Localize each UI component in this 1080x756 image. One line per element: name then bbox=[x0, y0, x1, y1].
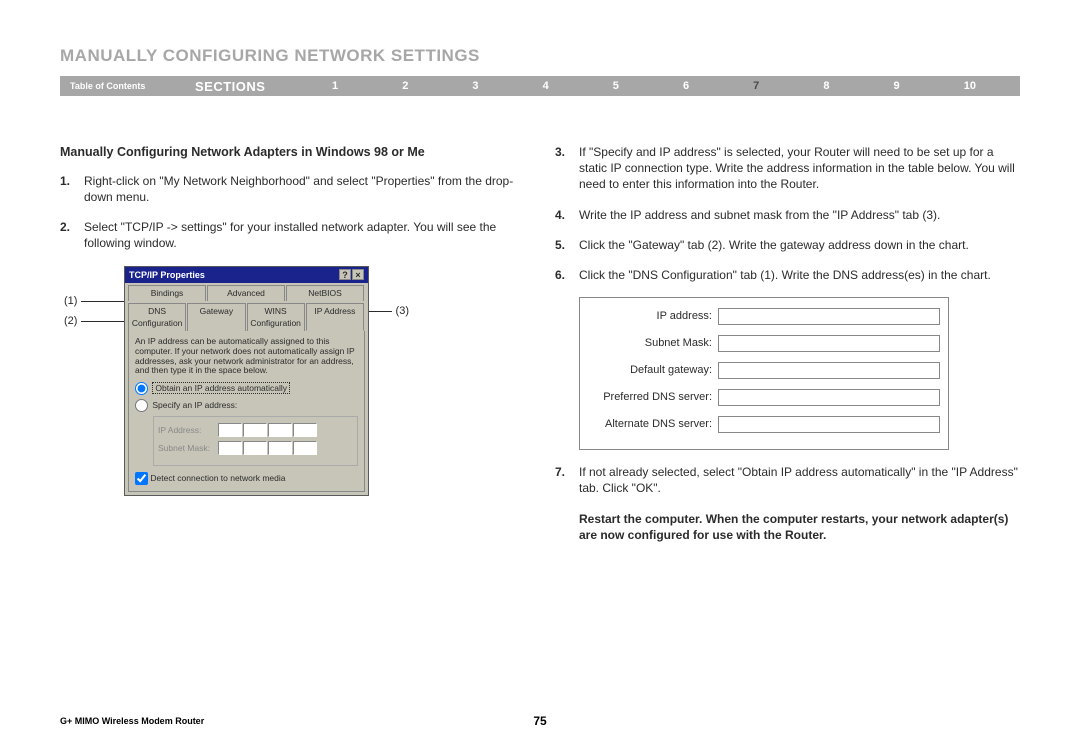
nav-section-1[interactable]: 1 bbox=[332, 80, 338, 92]
subnet-mask-input[interactable] bbox=[718, 335, 940, 352]
callout-2: (2) bbox=[64, 314, 77, 329]
ip-address-input[interactable] bbox=[718, 308, 940, 325]
callout-3: (3) bbox=[396, 304, 409, 319]
ip-octet[interactable] bbox=[293, 423, 317, 437]
callouts-right: (3) bbox=[369, 266, 409, 319]
nav-toc-link[interactable]: Table of Contents bbox=[60, 81, 195, 91]
step-3: 3. If "Specify and IP address" is select… bbox=[555, 144, 1020, 193]
tab-wins[interactable]: WINS Configuration bbox=[247, 303, 305, 331]
step-text: Right-click on "My Network Neighborhood"… bbox=[84, 173, 525, 205]
ip-octet[interactable] bbox=[268, 423, 292, 437]
right-column: 3. If "Specify and IP address" is select… bbox=[555, 144, 1020, 543]
radio-specify-input[interactable] bbox=[135, 399, 148, 412]
ip-octet[interactable] bbox=[243, 423, 267, 437]
step-number: 6. bbox=[555, 267, 579, 283]
step-6: 6. Click the "DNS Configuration" tab (1)… bbox=[555, 267, 1020, 283]
footer-product-name: G+ MIMO Wireless Modem Router bbox=[60, 716, 533, 726]
step-number: 4. bbox=[555, 207, 579, 223]
tcpip-screenshot: (1) (2) TCP/IP Properties ?× Bindings Ad… bbox=[64, 266, 525, 497]
nav-bar: Table of Contents SECTIONS 1 2 3 4 5 6 7… bbox=[60, 76, 1020, 96]
ip-table-label: Alternate DNS server: bbox=[588, 417, 718, 432]
radio-specify-label: Specify an IP address: bbox=[152, 400, 237, 410]
nav-section-7[interactable]: 7 bbox=[753, 80, 759, 92]
ip-address-label: IP Address: bbox=[158, 425, 218, 436]
tab-bindings[interactable]: Bindings bbox=[128, 285, 206, 301]
nav-section-10[interactable]: 10 bbox=[964, 80, 976, 92]
step-4: 4. Write the IP address and subnet mask … bbox=[555, 207, 1020, 223]
detect-label: Detect connection to network media bbox=[150, 473, 285, 483]
nav-sections-label: SECTIONS bbox=[195, 79, 300, 94]
detect-connection-row[interactable]: Detect connection to network media bbox=[135, 472, 358, 485]
step-5: 5. Click the "Gateway" tab (2). Write th… bbox=[555, 237, 1020, 253]
tab-ip-address[interactable]: IP Address bbox=[306, 303, 364, 331]
step-2: 2. Select "TCP/IP -> settings" for your … bbox=[60, 219, 525, 251]
ip-table-label: IP address: bbox=[588, 309, 718, 324]
nav-section-3[interactable]: 3 bbox=[472, 80, 478, 92]
default-gateway-input[interactable] bbox=[718, 362, 940, 379]
mask-octet[interactable] bbox=[218, 441, 242, 455]
nav-section-8[interactable]: 8 bbox=[823, 80, 829, 92]
preferred-dns-input[interactable] bbox=[718, 389, 940, 406]
win98-dialog: TCP/IP Properties ?× Bindings Advanced N… bbox=[124, 266, 369, 497]
step-text: Click the "DNS Configuration" tab (1). W… bbox=[579, 267, 1020, 283]
tab-advanced[interactable]: Advanced bbox=[207, 285, 285, 301]
page-title: MANUALLY CONFIGURING NETWORK SETTINGS bbox=[60, 46, 1020, 66]
alternate-dns-input[interactable] bbox=[718, 416, 940, 433]
step-number: 1. bbox=[60, 173, 84, 205]
radio-specify-ip[interactable]: Specify an IP address: bbox=[135, 399, 358, 412]
step-text: Select "TCP/IP -> settings" for your ins… bbox=[84, 219, 525, 251]
win98-title: TCP/IP Properties bbox=[129, 269, 205, 281]
detect-checkbox[interactable] bbox=[135, 472, 148, 485]
step-text: If not already selected, select "Obtain … bbox=[579, 464, 1020, 496]
step-number: 2. bbox=[60, 219, 84, 251]
tab-netbios[interactable]: NetBIOS bbox=[286, 285, 364, 301]
footer-page-number: 75 bbox=[533, 714, 546, 728]
step-text: Write the IP address and subnet mask fro… bbox=[579, 207, 1020, 223]
tab-gateway[interactable]: Gateway bbox=[187, 303, 245, 331]
subsection-title: Manually Configuring Network Adapters in… bbox=[60, 144, 525, 161]
nav-section-9[interactable]: 9 bbox=[894, 80, 900, 92]
close-icon[interactable]: × bbox=[352, 269, 364, 280]
callouts-left: (1) (2) bbox=[64, 266, 124, 336]
win98-description: An IP address can be automatically assig… bbox=[135, 337, 358, 376]
nav-section-4[interactable]: 4 bbox=[543, 80, 549, 92]
radio-auto-label: Obtain an IP address automatically bbox=[152, 382, 290, 394]
subnet-mask-label: Subnet Mask: bbox=[158, 443, 218, 454]
callout-1: (1) bbox=[64, 294, 77, 309]
mask-octet[interactable] bbox=[293, 441, 317, 455]
step-1: 1. Right-click on "My Network Neighborho… bbox=[60, 173, 525, 205]
step-text: Click the "Gateway" tab (2). Write the g… bbox=[579, 237, 1020, 253]
radio-obtain-auto[interactable]: Obtain an IP address automatically bbox=[135, 382, 358, 395]
mask-octet[interactable] bbox=[268, 441, 292, 455]
step-number: 3. bbox=[555, 144, 579, 193]
restart-note: Restart the computer. When the computer … bbox=[555, 511, 1020, 543]
win98-titlebar: TCP/IP Properties ?× bbox=[125, 267, 368, 283]
step-number: 5. bbox=[555, 237, 579, 253]
mask-octet[interactable] bbox=[243, 441, 267, 455]
ip-info-table: IP address: Subnet Mask: Default gateway… bbox=[579, 297, 949, 450]
help-icon[interactable]: ? bbox=[339, 269, 351, 280]
ip-octet[interactable] bbox=[218, 423, 242, 437]
page-footer: G+ MIMO Wireless Modem Router 75 bbox=[60, 714, 1020, 728]
nav-section-numbers: 1 2 3 4 5 6 7 8 9 10 bbox=[300, 80, 1020, 92]
nav-section-2[interactable]: 2 bbox=[402, 80, 408, 92]
ip-fields-group: IP Address: Subnet Mask: bbox=[153, 416, 358, 466]
step-text: If "Specify and IP address" is selected,… bbox=[579, 144, 1020, 193]
nav-section-5[interactable]: 5 bbox=[613, 80, 619, 92]
ip-table-label: Subnet Mask: bbox=[588, 336, 718, 351]
ip-table-label: Preferred DNS server: bbox=[588, 390, 718, 405]
ip-table-label: Default gateway: bbox=[588, 363, 718, 378]
left-column: Manually Configuring Network Adapters in… bbox=[60, 144, 525, 543]
radio-auto-input[interactable] bbox=[135, 382, 148, 395]
tab-dns[interactable]: DNS Configuration bbox=[128, 303, 186, 331]
step-number: 7. bbox=[555, 464, 579, 496]
step-7: 7. If not already selected, select "Obta… bbox=[555, 464, 1020, 496]
nav-section-6[interactable]: 6 bbox=[683, 80, 689, 92]
